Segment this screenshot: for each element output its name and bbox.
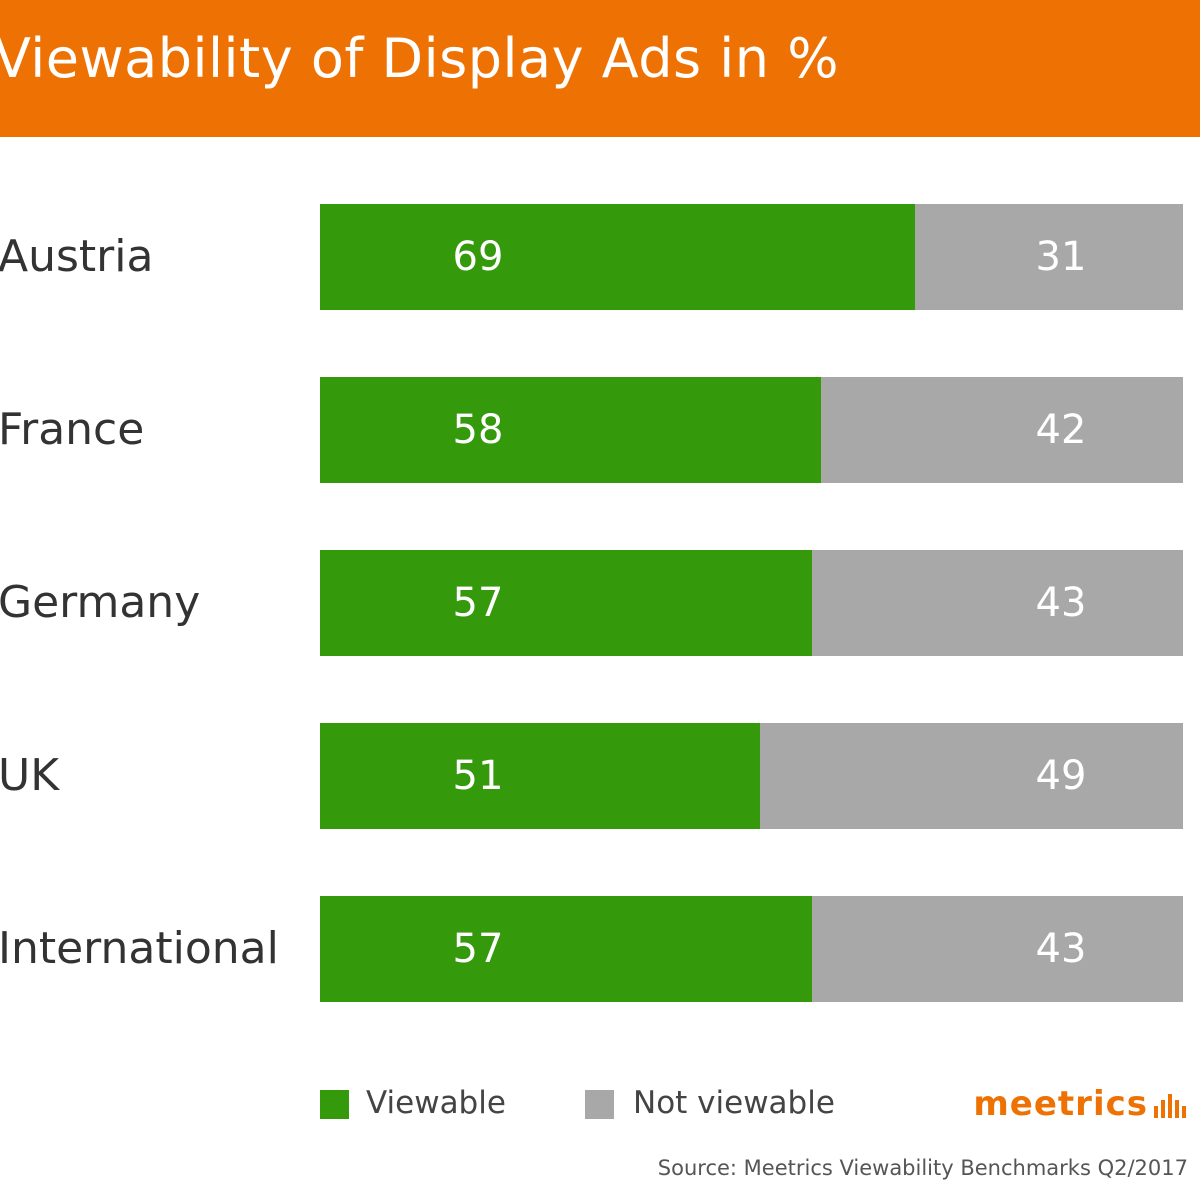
legend-swatch-not-viewable <box>585 1090 614 1119</box>
value-label-viewable-uk: 51 <box>452 753 504 799</box>
category-label-germany: Germany <box>0 577 201 628</box>
legend-label-not-viewable: Not viewable <box>633 1085 835 1121</box>
value-label-not-viewable-germany: 43 <box>1035 580 1087 626</box>
category-label-uk: UK <box>0 750 60 801</box>
value-label-viewable-international: 57 <box>452 926 504 972</box>
value-label-viewable-germany: 57 <box>452 580 504 626</box>
category-label-austria: Austria <box>0 231 154 282</box>
category-label-france: France <box>0 404 145 455</box>
chart-title: Viewability of Display Ads in % <box>0 27 840 90</box>
value-label-not-viewable-uk: 49 <box>1035 753 1087 799</box>
value-label-not-viewable-austria: 31 <box>1035 234 1087 280</box>
category-label-international: International <box>0 923 279 974</box>
bar-viewable-germany <box>320 550 812 656</box>
value-label-viewable-austria: 69 <box>452 234 504 280</box>
header-banner: Viewability of Display Ads in % <box>0 0 1200 137</box>
bar-not-viewable-international <box>811 896 1183 1002</box>
brand-logo: meetrics <box>973 1087 1186 1121</box>
bar-viewable-france <box>320 377 821 483</box>
value-label-not-viewable-international: 43 <box>1035 926 1087 972</box>
source-note: Source: Meetrics Viewability Benchmarks … <box>657 1156 1188 1180</box>
bar-not-viewable-france <box>820 377 1183 483</box>
bar-not-viewable-germany <box>811 550 1183 656</box>
bar-viewable-international <box>320 896 812 1002</box>
value-label-viewable-france: 58 <box>452 407 504 453</box>
bar-not-viewable-uk <box>760 723 1183 829</box>
brand-name: meetrics <box>973 1084 1148 1124</box>
bar-not-viewable-austria <box>915 204 1183 310</box>
value-label-not-viewable-france: 42 <box>1035 407 1087 453</box>
legend-swatch-viewable <box>320 1090 349 1119</box>
bars-icon <box>1154 1092 1186 1118</box>
legend-label-viewable: Viewable <box>366 1085 506 1121</box>
bar-viewable-austria <box>320 204 916 310</box>
bar-viewable-uk <box>320 723 761 829</box>
